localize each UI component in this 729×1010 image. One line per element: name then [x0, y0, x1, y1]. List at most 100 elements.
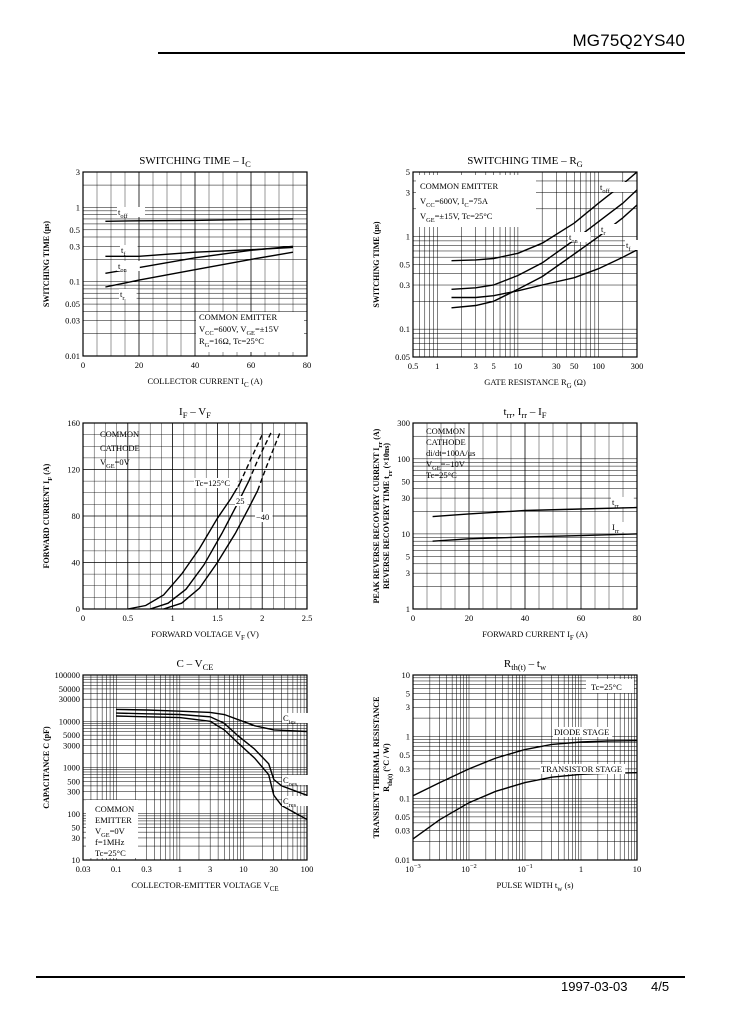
condition-text: Tc=25°C: [95, 848, 126, 858]
x-tick-label: 1: [170, 613, 174, 623]
plot-frame: [412, 171, 638, 358]
series-label-bg: [117, 207, 145, 217]
title-part: – V: [187, 406, 206, 418]
y-tick-label: 5: [406, 167, 410, 177]
condition-text: COMMON EMITTER: [199, 312, 277, 322]
x-tick-label: 2.5: [302, 613, 313, 623]
chart-title: IF​ – VF​: [179, 406, 211, 420]
y-tick-label: 3: [76, 167, 80, 177]
x-axis-label: GATE RESISTANCE RG​ (Ω): [484, 377, 586, 390]
series-label-bg: [600, 224, 618, 234]
y-tick-label: 3000: [63, 740, 80, 750]
y-tick-label: 50: [72, 823, 81, 833]
series-line-2: [116, 715, 308, 821]
y-axis-label: PEAK REVERSE RECOVERY CURRENT Irr​ (A): [372, 428, 384, 603]
y-tick-label: 100: [67, 809, 80, 819]
series-label: tf​: [626, 240, 631, 253]
series-dashed-1: [248, 431, 272, 482]
chart-c3: 0 0.5 1 1.5 2 2.5 0 40 80 120 160 IF​ – VF​ FORWARD …: [42, 406, 312, 642]
x-tick-label: 2: [260, 613, 264, 623]
y-tick-label: 5: [406, 689, 410, 699]
series-label: 25: [236, 496, 245, 506]
condition-text: VGE​=0V: [100, 457, 131, 470]
x-tick-label: 0.5: [408, 361, 419, 371]
y-tick-label: 10: [402, 670, 411, 680]
series-label-bg: [540, 764, 626, 774]
y-axis-label: SWITCHING TIME (μs): [42, 221, 51, 308]
chart-c4: 0 20 40 60 80 1 3 5 10 30 50 100 300 trr​, Irr​ – IF​…: [372, 406, 641, 642]
series-line-3: [105, 251, 294, 288]
condition-text: VCC​=600V, IC​=75A: [420, 196, 489, 209]
x-axis-label: PULSE WIDTH tw​ (s): [497, 880, 574, 893]
title-part: F: [206, 410, 211, 420]
x-tick-label: 0.5: [122, 613, 133, 623]
series-line-1: [116, 712, 308, 796]
plot-frame: [82, 171, 308, 357]
y-label2-part: REVERSE RECOVERY TIME: [382, 481, 391, 589]
x-tick-label: 5: [492, 361, 496, 371]
x-tick-label: 30: [552, 361, 561, 371]
series-label-bg: [235, 496, 248, 506]
y-tick-label: 10: [402, 529, 411, 539]
y-tick-label: 50: [402, 476, 411, 486]
series-dashed-0: [239, 434, 263, 484]
x-tick-label: 10−1: [517, 863, 532, 874]
title-part: , I: [512, 406, 522, 418]
y-label-part: rr: [377, 442, 384, 448]
y-label2-part: (°C / W): [382, 743, 391, 772]
y-tick-label: 0.05: [65, 299, 80, 309]
y-tick-label: 0.5: [399, 260, 410, 270]
y-tick-label: 5000: [63, 730, 80, 740]
y-axis-label-2: Rth(t)​ (°C / W): [382, 743, 394, 792]
y-label-part: (μs): [42, 221, 51, 234]
y-label-part: I: [372, 448, 381, 451]
x-tick-label: 1: [579, 864, 583, 874]
series-label-bg: [568, 232, 591, 242]
x-tick-label: 80: [633, 613, 642, 623]
chart-title: SWITCHING TIME – IC​: [139, 155, 251, 169]
y-tick-label: 0.5: [69, 225, 80, 235]
y-tick-label: 30000: [59, 694, 80, 704]
y-label-part: (pF): [42, 726, 51, 741]
x-label-part: COLLECTOR CURRENT: [147, 376, 240, 386]
condition-box: [586, 679, 634, 693]
x-label-part: (A): [576, 629, 588, 639]
title-part: C – V: [177, 658, 203, 670]
header-rule: [158, 52, 685, 54]
y-axis-label: CAPACITANCE C (pF): [42, 726, 51, 809]
y-tick-label: 0.03: [65, 316, 80, 326]
grid-c2: [412, 171, 638, 358]
series-line-0: [127, 483, 241, 610]
series-label-bg: [194, 478, 238, 488]
y-tick-label: 0.01: [395, 855, 410, 865]
series-label-bg: [255, 512, 273, 522]
series-dashed-2: [257, 432, 281, 491]
x-label-part: G: [567, 382, 572, 390]
x-label-part: w: [557, 885, 563, 893]
series-line-1: [451, 189, 638, 290]
y-axis-label: SWITCHING TIME (μs): [372, 221, 381, 308]
title-part: SWITCHING TIME – I: [139, 155, 245, 167]
footer-page: 4/5: [651, 979, 670, 994]
condition-text: COMMON: [426, 426, 465, 436]
series-label: −40: [256, 512, 269, 522]
x-label-part: I: [567, 629, 570, 639]
condition-text: CATHODE: [426, 437, 466, 447]
x-axis-label: FORWARD CURRENT IF​ (A): [482, 629, 588, 642]
y-label-part: I: [42, 481, 51, 484]
part-number: MG75Q2YS40: [572, 31, 685, 50]
title-part: R: [504, 658, 512, 670]
y-tick-label: 0.03: [395, 826, 410, 836]
y-tick-label: 30: [402, 493, 411, 503]
condition-text: EMITTER: [95, 815, 132, 825]
x-tick-label: 40: [191, 360, 200, 370]
y-tick-label: 0.1: [399, 324, 410, 334]
series-label-bg: [625, 240, 643, 250]
series-label: toff​: [118, 207, 129, 220]
series-line-2: [163, 490, 259, 610]
x-tick-label: 1: [435, 361, 439, 371]
series-line-1: [149, 480, 250, 610]
x-tick-label: 1.5: [212, 613, 223, 623]
x-label-part: CE: [270, 885, 279, 893]
condition-text: di/dt=100A/μs: [426, 448, 476, 458]
